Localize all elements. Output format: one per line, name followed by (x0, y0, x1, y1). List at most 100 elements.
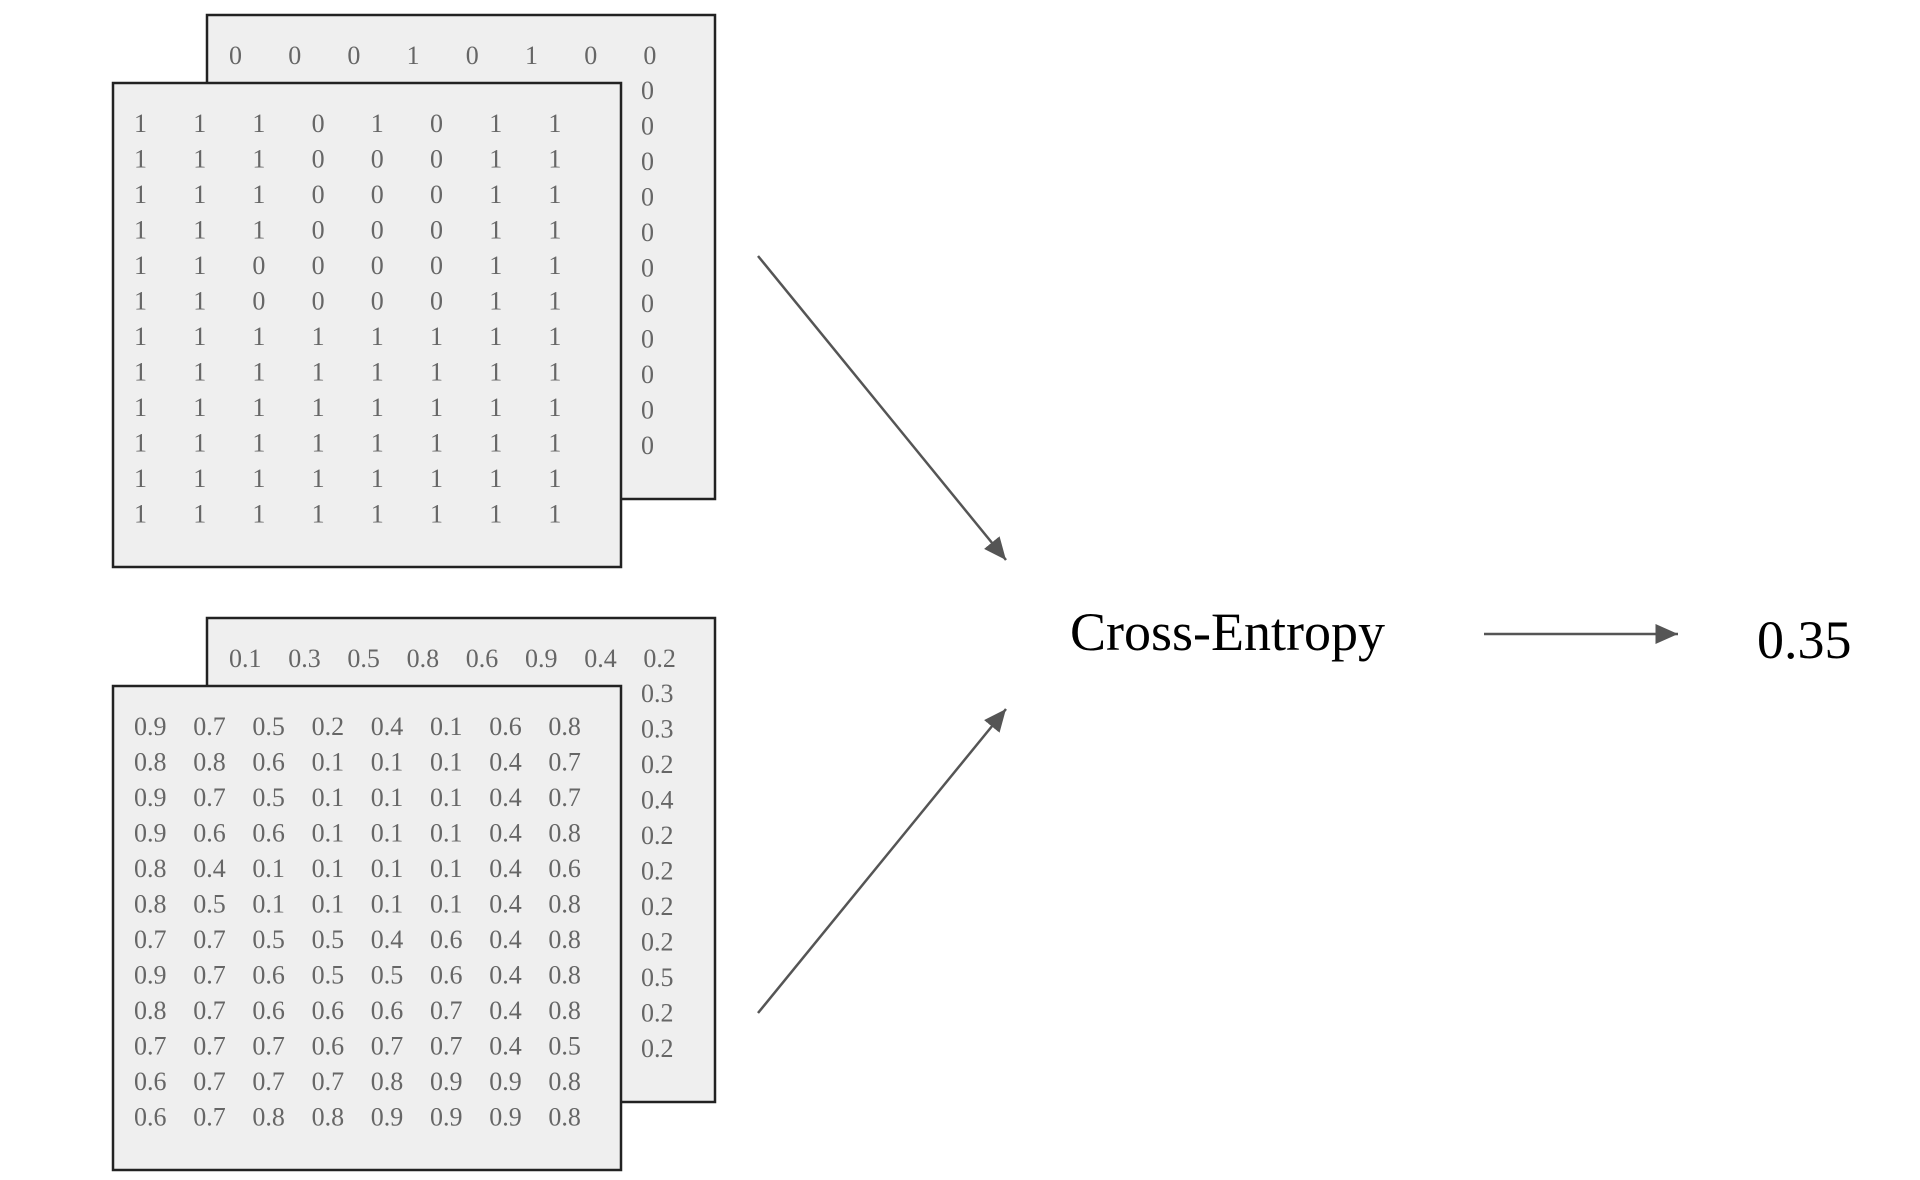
front-cell: 1 (193, 322, 206, 351)
front-cell: 1 (430, 464, 443, 493)
front-cell: 1 (489, 109, 502, 138)
front-cell: 1 (371, 393, 384, 422)
front-cell: 1 (134, 180, 147, 209)
front-cell: 0.8 (252, 1103, 285, 1132)
front-cell: 1 (134, 322, 147, 351)
front-cell: 0.1 (430, 783, 463, 812)
front-cell: 0.8 (134, 996, 167, 1025)
front-cell: 0.1 (312, 854, 345, 883)
front-cell: 0.1 (371, 783, 404, 812)
front-cell: 0 (312, 287, 325, 316)
prediction-front-grid: 0.9 0.7 0.5 0.2 0.4 0.1 0.6 0.8 0.8 0.8 0.6 0.1 0.1 0… (134, 712, 581, 1132)
front-cell: 0.7 (193, 783, 226, 812)
back-cell: 0.3 (641, 715, 674, 744)
front-cell: 1 (193, 464, 206, 493)
front-cell: 0.8 (548, 819, 581, 848)
front-cell: 0.1 (312, 783, 345, 812)
back-cell: 0 (641, 112, 654, 141)
front-cell: 0.9 (489, 1103, 522, 1132)
front-cell: 0.4 (489, 854, 522, 883)
front-cell: 1 (548, 287, 561, 316)
front-cell: 0.7 (193, 925, 226, 954)
front-cell: 1 (252, 358, 265, 387)
front-cell: 0.8 (548, 1067, 581, 1096)
front-cell: 0.1 (312, 819, 345, 848)
front-cell: 0.6 (371, 996, 404, 1025)
front-cell: 0.8 (548, 925, 581, 954)
front-cell: 0.4 (489, 961, 522, 990)
front-cell: 0 (312, 145, 325, 174)
front-cell: 0.1 (371, 748, 404, 777)
front-cell: 0.9 (489, 1067, 522, 1096)
front-cell: 1 (371, 464, 384, 493)
front-cell: 0.6 (252, 819, 285, 848)
front-cell: 0.4 (489, 925, 522, 954)
front-cell: 1 (489, 429, 502, 458)
front-cell: 0 (371, 287, 384, 316)
front-cell: 0.7 (193, 961, 226, 990)
front-cell: 0.1 (430, 712, 463, 741)
front-cell: 1 (193, 429, 206, 458)
front-cell: 0 (252, 287, 265, 316)
back-cell: 0 (466, 41, 479, 70)
front-cell: 1 (193, 500, 206, 529)
front-cell: 1 (252, 464, 265, 493)
front-cell: 1 (252, 216, 265, 245)
front-cell: 0.9 (371, 1103, 404, 1132)
front-cell: 0.7 (548, 748, 581, 777)
front-cell: 0.1 (371, 854, 404, 883)
front-cell: 0.8 (134, 748, 167, 777)
back-cell: 0.2 (641, 928, 674, 957)
back-cell: 0.2 (641, 1034, 674, 1063)
front-cell: 0 (312, 251, 325, 280)
prediction-stack: 0.1 0.3 0.5 0.8 0.6 0.9 0.4 0.2 0.3 0.3 0.2 0.4 0.2… (111, 616, 717, 1172)
front-cell: 0.6 (430, 925, 463, 954)
front-cell: 1 (548, 180, 561, 209)
front-cell: 1 (134, 500, 147, 529)
back-cell: 1 (407, 41, 420, 70)
front-cell: 0 (252, 251, 265, 280)
front-cell: 1 (193, 180, 206, 209)
front-cell: 0.4 (489, 890, 522, 919)
back-cell: 0 (347, 41, 360, 70)
front-cell: 0 (371, 180, 384, 209)
front-cell: 0.6 (134, 1103, 167, 1132)
front-cell: 0.5 (252, 712, 285, 741)
front-cell: 1 (489, 145, 502, 174)
back-cell: 0.2 (641, 892, 674, 921)
mask-front-sheet (111, 81, 623, 569)
front-cell: 0.7 (430, 1032, 463, 1061)
front-cell: 1 (548, 145, 561, 174)
front-cell: 1 (430, 429, 443, 458)
front-cell: 0.2 (312, 712, 345, 741)
front-cell: 0.8 (548, 1103, 581, 1132)
front-cell: 1 (193, 145, 206, 174)
mask-to-loss-arrow (757, 255, 1007, 561)
front-cell: 1 (134, 145, 147, 174)
front-cell: 0 (430, 109, 443, 138)
front-cell: 1 (548, 429, 561, 458)
front-cell: 1 (312, 358, 325, 387)
front-cell: 1 (489, 287, 502, 316)
front-cell: 0.8 (371, 1067, 404, 1096)
front-cell: 0.1 (430, 748, 463, 777)
front-cell: 0.9 (134, 712, 167, 741)
front-cell: 1 (193, 109, 206, 138)
prediction-back-top-row: 0.1 0.3 0.5 0.8 0.6 0.9 0.4 0.2 (229, 644, 676, 673)
front-cell: 1 (371, 500, 384, 529)
front-cell: 0.5 (312, 961, 345, 990)
back-cell: 0.2 (641, 999, 674, 1028)
front-cell: 0 (371, 216, 384, 245)
back-cell: 0.5 (641, 963, 674, 992)
front-cell: 0.6 (252, 748, 285, 777)
back-cell: 0 (641, 360, 654, 389)
back-cell: 0.9 (525, 644, 558, 673)
front-cell: 0.1 (430, 819, 463, 848)
front-cell: 0.8 (312, 1103, 345, 1132)
back-cell: 0 (641, 289, 654, 318)
front-cell: 1 (134, 464, 147, 493)
front-cell: 0.1 (312, 890, 345, 919)
front-cell: 0 (371, 251, 384, 280)
front-cell: 0.5 (548, 1032, 581, 1061)
